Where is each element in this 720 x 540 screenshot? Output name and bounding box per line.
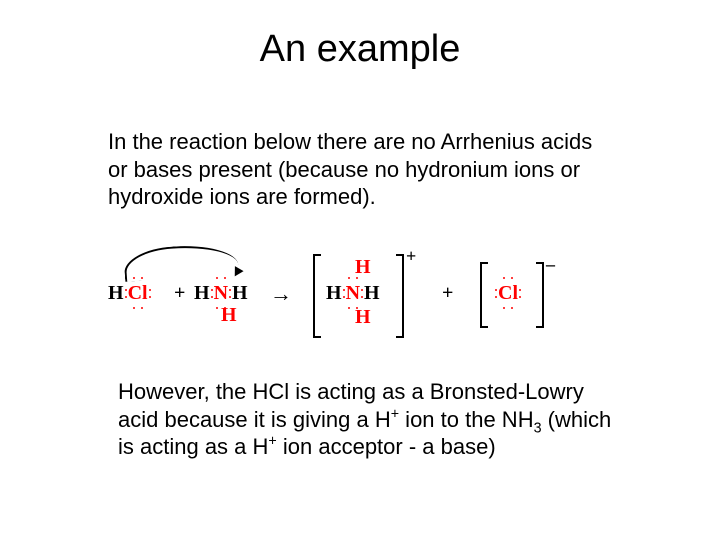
atom-h: H [194, 282, 210, 304]
atom-h: H [364, 282, 380, 304]
explanation-paragraph: However, the HCl is acting as a Bronsted… [118, 378, 618, 461]
atom-h-bottom: H [355, 306, 371, 329]
reactant-hcl: HCl [108, 282, 152, 305]
text: ion to the NH [399, 407, 534, 432]
electron-push-arrow [123, 242, 239, 282]
charge-plus: + [406, 246, 416, 267]
text: ion acceptor - a base) [277, 434, 496, 459]
reactant-nh3: HNH [194, 282, 248, 305]
atom-h-top: H [355, 256, 371, 279]
electron-push-arrowhead [230, 266, 243, 279]
plus-1: + [174, 282, 185, 305]
bracket-left-cl [480, 262, 488, 328]
atom-n: N [346, 282, 360, 304]
plus-2: + [442, 282, 453, 305]
slide-title: An example [0, 28, 720, 71]
superscript-plus: + [268, 434, 276, 450]
charge-minus: – [546, 254, 555, 275]
subscript-3: 3 [534, 420, 542, 436]
bracket-left-nh4 [313, 254, 321, 338]
atom-cl: Cl [498, 282, 518, 304]
product-nh4: HNH [326, 282, 380, 305]
superscript-plus: + [391, 406, 399, 422]
product-cl: Cl [494, 282, 522, 305]
intro-paragraph: In the reaction below there are no Arrhe… [108, 128, 608, 211]
reaction-diagram: HCl + HNH H → H HNH H + + Cl – [108, 238, 618, 350]
atom-h: H [108, 282, 124, 304]
atom-n: N [214, 282, 228, 304]
bracket-right-nh4 [396, 254, 404, 338]
slide: An example In the reaction below there a… [0, 0, 720, 540]
bracket-right-cl [536, 262, 544, 328]
reaction-arrow-icon: → [270, 281, 292, 307]
atom-cl: Cl [128, 282, 148, 304]
atom-h-bottom: H [221, 304, 237, 327]
atom-h: H [326, 282, 342, 304]
atom-h: H [232, 282, 248, 304]
